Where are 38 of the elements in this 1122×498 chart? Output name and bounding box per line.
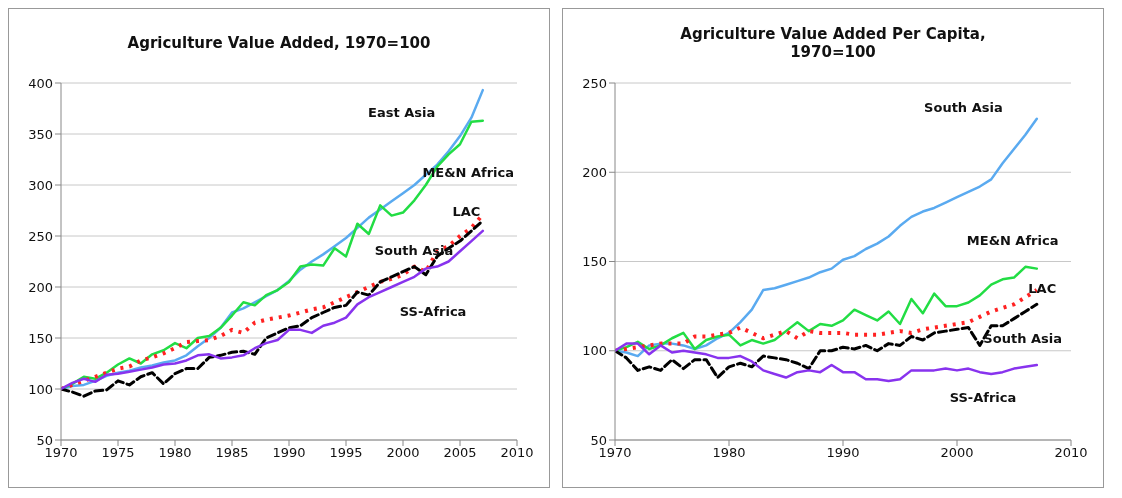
x-tick-label: 1985 xyxy=(215,445,249,461)
x-tick-label: 1980 xyxy=(712,445,746,461)
annotation: ME&N Africa xyxy=(966,232,1059,248)
annotation: LAC xyxy=(452,203,481,219)
x-tick-label: 2010 xyxy=(1054,445,1088,461)
chart-title: Agriculture Value Added, 1970=100 xyxy=(126,33,432,54)
line-series xyxy=(615,342,1039,383)
annotation: South Asia xyxy=(983,330,1062,346)
annotation: East Asia xyxy=(368,104,436,120)
annotation: SS-Africa xyxy=(949,389,1017,405)
x-tick-label: 2005 xyxy=(443,445,477,461)
y-tick-label: 300 xyxy=(28,177,53,193)
chart-title: Agriculture Value Added Per Capita, 1970=100 xyxy=(679,24,987,63)
x-tick-label: 2000 xyxy=(940,445,974,461)
x-tick-label: 2000 xyxy=(386,445,420,461)
x-tick-label: 1990 xyxy=(826,445,860,461)
annotation: LAC xyxy=(1028,280,1057,296)
y-tick-label: 200 xyxy=(582,164,607,180)
x-tick-label: 1975 xyxy=(101,445,135,461)
y-tick-label: 250 xyxy=(582,75,607,91)
x-tick-label: 1990 xyxy=(272,445,306,461)
annotation: South Asia xyxy=(924,99,1003,115)
y-tick-label: 50 xyxy=(36,432,53,448)
y-tick-label: 350 xyxy=(28,126,53,142)
y-tick-label: 150 xyxy=(28,330,53,346)
y-tick-label: 400 xyxy=(28,75,53,91)
y-tick-label: 100 xyxy=(28,381,53,397)
y-tick-label: 250 xyxy=(28,228,53,244)
x-tick-label: 1970 xyxy=(44,445,78,461)
annotation: SS-Africa xyxy=(399,303,467,319)
y-tick-label: 150 xyxy=(582,254,607,270)
x-tick-label: 1995 xyxy=(329,445,363,461)
x-tick-label: 1970 xyxy=(598,445,632,461)
x-tick-label: 2010 xyxy=(500,445,534,461)
y-tick-label: 200 xyxy=(28,279,53,295)
y-tick-label: 100 xyxy=(582,343,607,359)
x-tick-label: 1980 xyxy=(158,445,192,461)
y-tick-label: 50 xyxy=(590,432,607,448)
